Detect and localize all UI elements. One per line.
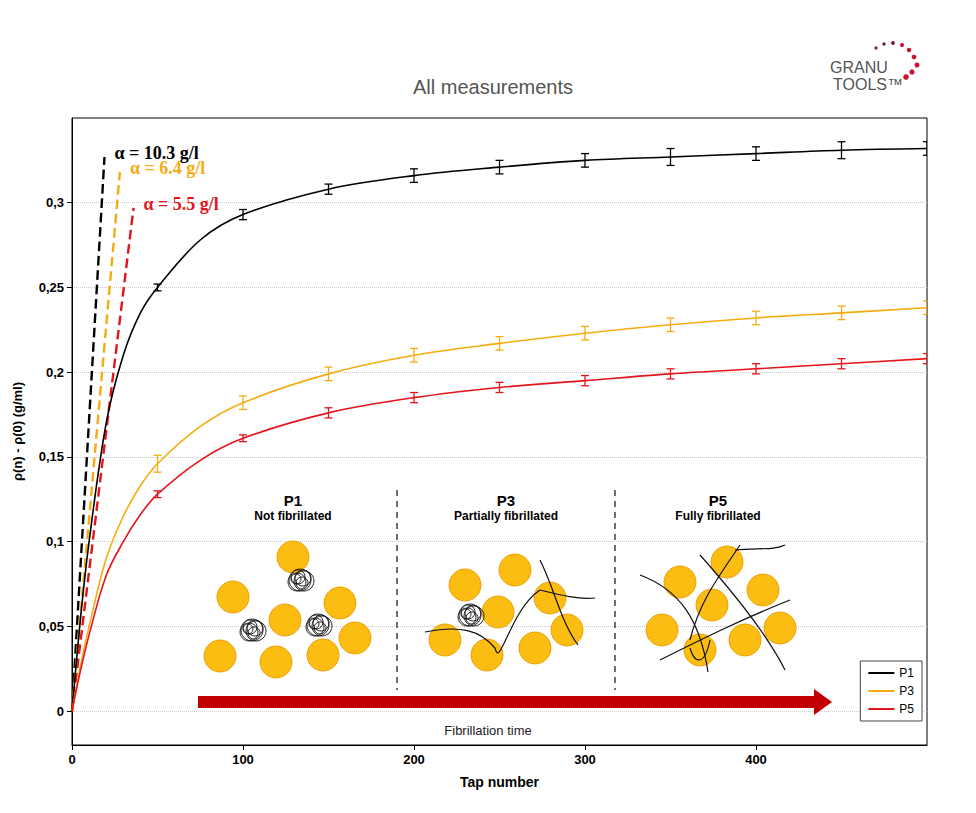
svg-text:ρ(n) - ρ(0) (g/ml): ρ(n) - ρ(0) (g/ml) xyxy=(10,382,25,481)
svg-text:100: 100 xyxy=(232,752,254,767)
svg-text:0,2: 0,2 xyxy=(46,365,64,380)
svg-text:TOOLS™: TOOLS™ xyxy=(833,76,903,93)
svg-text:0,25: 0,25 xyxy=(39,280,64,295)
svg-text:0,3: 0,3 xyxy=(46,195,64,210)
svg-text:0: 0 xyxy=(57,704,64,719)
svg-text:α = 5.5 g/l: α = 5.5 g/l xyxy=(144,194,219,214)
svg-text:300: 300 xyxy=(574,752,596,767)
svg-text:Not fibrillated: Not fibrillated xyxy=(254,509,331,523)
svg-text:Tap number: Tap number xyxy=(460,774,540,790)
svg-text:0,1: 0,1 xyxy=(46,534,64,549)
svg-text:400: 400 xyxy=(745,752,767,767)
svg-text:α = 6.4 g/l: α = 6.4 g/l xyxy=(130,158,205,178)
svg-text:Fully fibrillated: Fully fibrillated xyxy=(675,509,760,523)
svg-text:P5: P5 xyxy=(899,702,914,716)
svg-text:P3: P3 xyxy=(899,684,914,698)
svg-text:P3: P3 xyxy=(497,492,515,509)
svg-text:All measurements: All measurements xyxy=(413,76,573,98)
svg-text:0,05: 0,05 xyxy=(39,619,64,634)
svg-text:Partially fibrillated: Partially fibrillated xyxy=(454,509,558,523)
svg-text:α = 10.3 g/l: α = 10.3 g/l xyxy=(114,143,199,163)
svg-text:P1: P1 xyxy=(899,666,914,680)
svg-text:GRANU: GRANU xyxy=(830,59,888,76)
svg-text:Fibrillation time: Fibrillation time xyxy=(444,723,531,738)
svg-text:0,15: 0,15 xyxy=(39,449,64,464)
svg-text:P5: P5 xyxy=(709,492,727,509)
svg-text:0: 0 xyxy=(68,752,75,767)
svg-text:200: 200 xyxy=(403,752,425,767)
svg-text:P1: P1 xyxy=(284,492,302,509)
